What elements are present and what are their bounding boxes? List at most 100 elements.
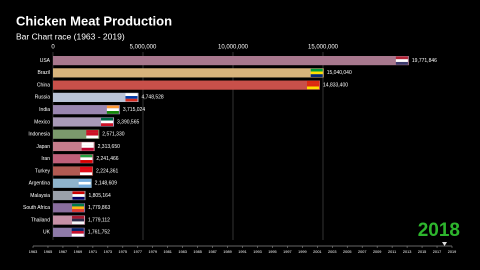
timeline-year[interactable]: 1981 bbox=[163, 250, 171, 254]
bar bbox=[53, 178, 92, 188]
flag-icon bbox=[86, 130, 99, 133]
y-tick-label: South Africa bbox=[23, 205, 50, 211]
flag-icon bbox=[395, 61, 408, 65]
bar bbox=[53, 80, 321, 90]
flag-icon bbox=[78, 181, 91, 185]
flag-icon bbox=[71, 228, 84, 231]
timeline-year[interactable]: 1987 bbox=[208, 250, 216, 254]
flag-icon bbox=[310, 68, 323, 72]
y-tick-label: Indonesia bbox=[28, 132, 50, 138]
flag-icon bbox=[80, 157, 93, 161]
chart-title: Chicken Meat Production bbox=[16, 13, 172, 28]
value-label: 14,833,400 bbox=[323, 82, 348, 88]
value-label: 1,761,752 bbox=[88, 230, 110, 236]
timeline-year[interactable]: 2001 bbox=[313, 250, 321, 254]
y-tick-label: Argentina bbox=[29, 181, 51, 187]
y-tick-label: Japan bbox=[36, 144, 50, 150]
timeline-year[interactable]: 1971 bbox=[89, 250, 97, 254]
y-tick-label: China bbox=[37, 82, 50, 88]
bar bbox=[53, 68, 324, 78]
y-tick-label: Malaysia bbox=[30, 193, 50, 199]
flag-icon bbox=[125, 93, 138, 97]
y-tick-label: Russia bbox=[35, 95, 51, 101]
timeline-year[interactable]: 2015 bbox=[418, 250, 426, 254]
timeline-year[interactable]: 1989 bbox=[223, 250, 231, 254]
timeline-year[interactable]: 2017 bbox=[433, 250, 441, 254]
timeline-year[interactable]: 1979 bbox=[148, 250, 156, 254]
flag-icon bbox=[125, 96, 138, 99]
flag-icon bbox=[81, 145, 94, 148]
flag-icon bbox=[72, 203, 85, 207]
current-year: 2018 bbox=[418, 220, 460, 241]
timeline-year[interactable]: 1985 bbox=[193, 250, 201, 254]
bar bbox=[53, 203, 86, 213]
timeline[interactable]: 2018 1963 1965 1967 1969 1971 1973 1975 1977 1979… bbox=[29, 220, 460, 254]
x-tick-label: 10,000,000 bbox=[218, 45, 249, 51]
bars: USA 19,771,846 Brazil 15,040,040 China 14,833… bbox=[23, 56, 437, 237]
flag-icon bbox=[106, 108, 119, 112]
flag-icon bbox=[310, 74, 323, 77]
flag-icon bbox=[81, 142, 94, 146]
flag-icon bbox=[307, 81, 320, 84]
flag-icon bbox=[307, 86, 320, 90]
flag-icon bbox=[307, 83, 320, 87]
timeline-year[interactable]: 1991 bbox=[238, 250, 246, 254]
value-label: 1,805,164 bbox=[88, 193, 110, 199]
flag-icon bbox=[71, 230, 84, 234]
value-label: 15,040,040 bbox=[327, 70, 352, 76]
value-label: 2,148,609 bbox=[95, 181, 117, 187]
y-tick-label: USA bbox=[40, 58, 51, 64]
bar bbox=[53, 154, 94, 164]
timeline-year[interactable]: 1999 bbox=[298, 250, 306, 254]
bar bbox=[53, 117, 115, 127]
flag-icon bbox=[72, 196, 85, 200]
bar bbox=[53, 129, 100, 139]
bar bbox=[53, 105, 120, 115]
timeline-year[interactable]: 2009 bbox=[373, 250, 381, 254]
flag-icon bbox=[72, 221, 85, 225]
flag-icon bbox=[72, 206, 85, 210]
timeline-year[interactable]: 2005 bbox=[343, 250, 351, 254]
timeline-year[interactable]: 1965 bbox=[44, 250, 52, 254]
timeline-year[interactable]: 1983 bbox=[178, 250, 186, 254]
timeline-year[interactable]: 2003 bbox=[328, 250, 336, 254]
timeline-year[interactable]: 1969 bbox=[74, 250, 82, 254]
flag-icon bbox=[101, 117, 114, 121]
value-label: 1,779,863 bbox=[88, 205, 110, 211]
timeline-year[interactable]: 2007 bbox=[358, 250, 366, 254]
timeline-year[interactable]: 2019 bbox=[448, 250, 456, 254]
flag-icon bbox=[125, 98, 138, 102]
flag-icon bbox=[80, 166, 93, 170]
timeline-year[interactable]: 1977 bbox=[134, 250, 142, 254]
flag-icon bbox=[395, 59, 408, 62]
flag-icon bbox=[101, 123, 114, 127]
y-tick-label: Turkey bbox=[35, 168, 51, 174]
flag-icon bbox=[101, 120, 114, 124]
timeline-year[interactable]: 1997 bbox=[283, 250, 291, 254]
flag-icon bbox=[310, 71, 323, 75]
value-label: 2,224,361 bbox=[96, 168, 118, 174]
timeline-year[interactable]: 2011 bbox=[388, 250, 396, 254]
timeline-year[interactable]: 1993 bbox=[253, 250, 261, 254]
flag-icon bbox=[72, 215, 85, 219]
y-tick-label: Brazil bbox=[37, 70, 50, 76]
flag-icon bbox=[81, 147, 94, 151]
y-tick-label: Mexico bbox=[34, 119, 50, 125]
flag-icon bbox=[106, 105, 119, 109]
timeline-year[interactable]: 2013 bbox=[403, 250, 411, 254]
flag-icon bbox=[80, 169, 93, 173]
value-label: 1,779,112 bbox=[88, 217, 110, 223]
bar bbox=[53, 190, 86, 201]
timeline-year[interactable]: 1973 bbox=[104, 250, 112, 254]
timeline-year[interactable]: 1995 bbox=[268, 250, 276, 254]
flag-icon bbox=[395, 56, 408, 60]
x-tick-label: 5,000,000 bbox=[130, 45, 157, 51]
timeline-marker[interactable] bbox=[442, 242, 448, 246]
flag-icon bbox=[80, 160, 93, 163]
timeline-year[interactable]: 1967 bbox=[59, 250, 67, 254]
flag-icon bbox=[71, 233, 84, 237]
timeline-year[interactable]: 1975 bbox=[119, 250, 127, 254]
timeline-year[interactable]: 1963 bbox=[29, 250, 37, 254]
